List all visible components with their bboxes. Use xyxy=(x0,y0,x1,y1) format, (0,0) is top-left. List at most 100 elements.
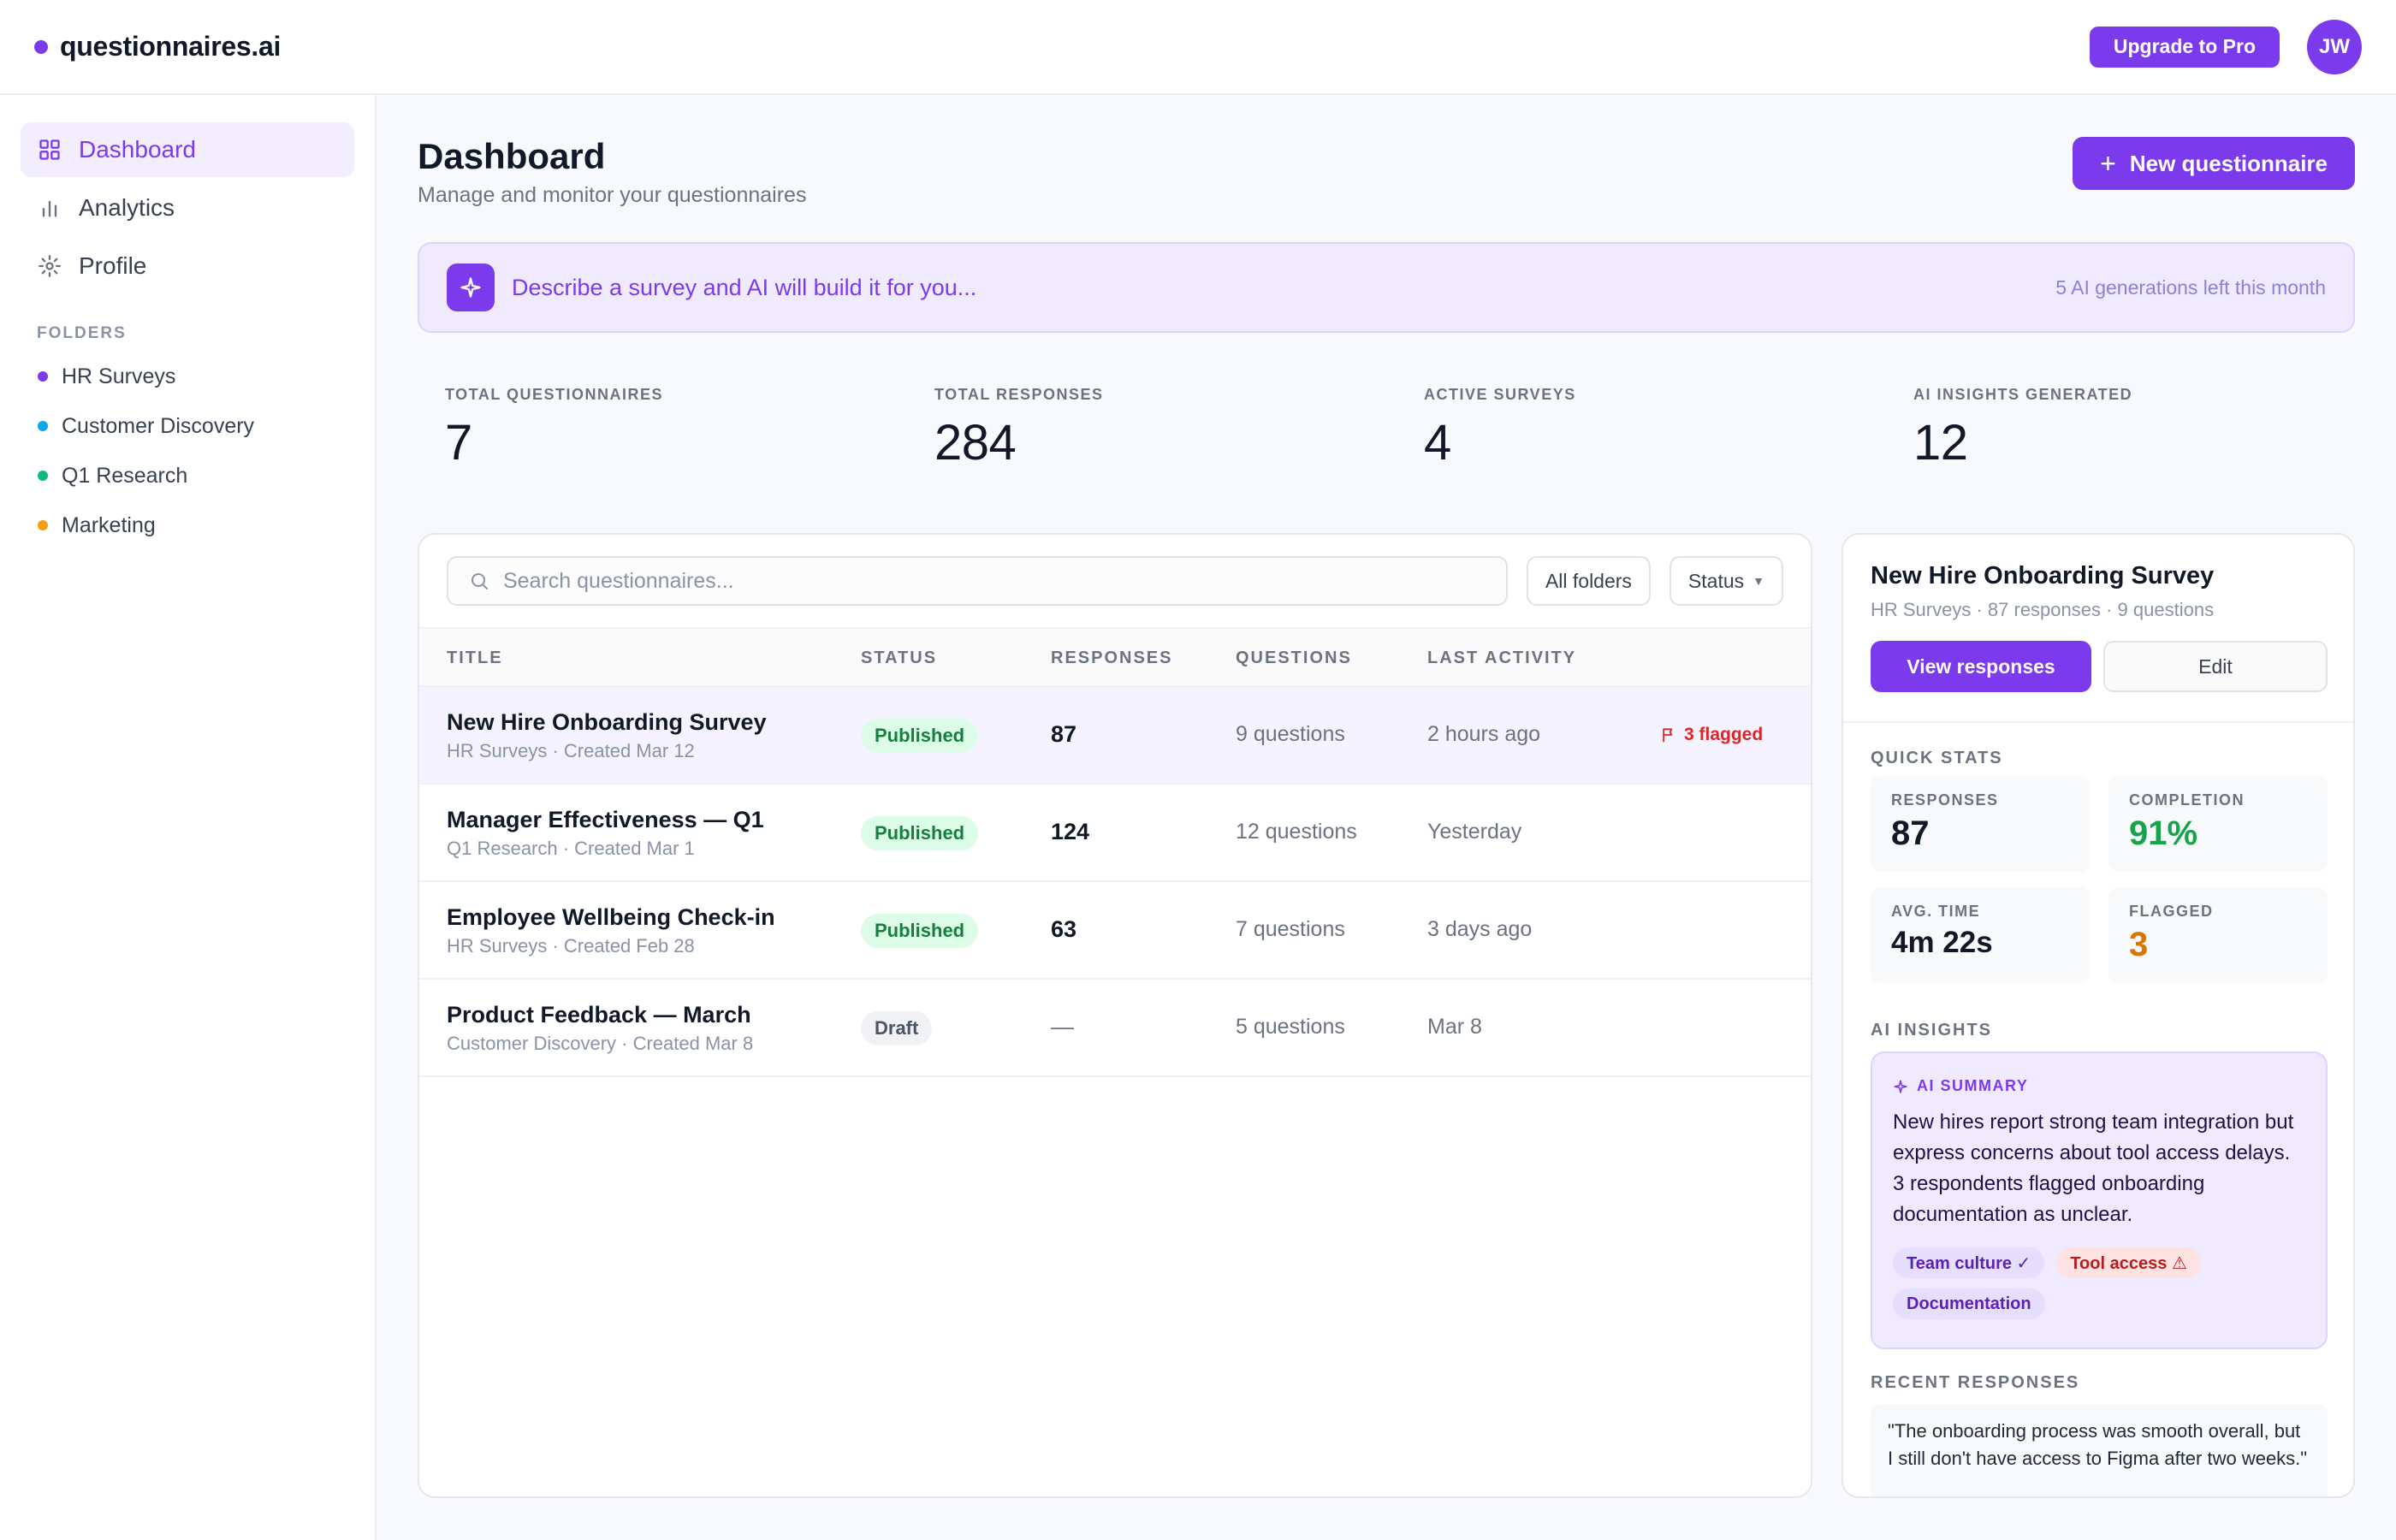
table-row[interactable]: Employee Wellbeing Check-in HR Surveys ·… xyxy=(419,882,1811,980)
brand-name: questionnaires.ai xyxy=(60,31,282,62)
row-last-activity: Mar 8 xyxy=(1427,1015,1482,1039)
folder-filter-label: All folders xyxy=(1545,569,1632,592)
sparkle-icon xyxy=(1894,1079,1907,1093)
row-last-activity: 3 days ago xyxy=(1427,917,1533,941)
quick-stat-completion: COMPLETION 91% xyxy=(2108,776,2328,872)
ai-insights-heading: AI INSIGHTS xyxy=(1871,1021,1993,1040)
sparkle-icon xyxy=(447,264,495,311)
table-header: TITLE STATUS RESPONSES QUESTIONS LAST AC… xyxy=(419,627,1811,687)
search-box[interactable] xyxy=(447,556,1508,606)
folder-color-dot xyxy=(38,371,48,382)
row-meta: Customer Discovery · Created Mar 8 xyxy=(447,1033,754,1054)
stat-total-responses: TOTAL RESPONSES 284 xyxy=(934,386,1104,471)
insight-tag-documentation[interactable]: Documentation xyxy=(1893,1288,2045,1319)
column-header-status[interactable]: STATUS xyxy=(861,649,938,667)
bar-chart-icon xyxy=(38,196,62,220)
sidebar-item-dashboard[interactable]: Dashboard xyxy=(21,122,354,177)
stat-label: AI INSIGHTS GENERATED xyxy=(1913,386,2133,403)
folder-item-marketing[interactable]: Marketing xyxy=(21,500,354,550)
row-responses: 63 xyxy=(1051,916,1077,942)
recent-response-card[interactable]: "The onboarding process was smooth overa… xyxy=(1871,1404,2328,1496)
folder-label: Customer Discovery xyxy=(62,413,255,438)
row-meta: Q1 Research · Created Mar 1 xyxy=(447,838,695,859)
sidebar-item-analytics[interactable]: Analytics xyxy=(21,181,354,235)
row-title: Product Feedback — March xyxy=(447,1002,751,1028)
sidebar-item-profile[interactable]: Profile xyxy=(21,239,354,293)
brand[interactable]: questionnaires.ai xyxy=(34,31,281,62)
quick-stat-value: 3 xyxy=(2129,926,2149,963)
row-last-activity: 2 hours ago xyxy=(1427,722,1541,746)
sidebar-item-label: Dashboard xyxy=(79,136,196,163)
folder-item-q1-research[interactable]: Q1 Research xyxy=(21,451,354,500)
folder-color-dot xyxy=(38,520,48,530)
top-bar: questionnaires.ai Upgrade to Pro JW xyxy=(0,0,2396,95)
avatar[interactable]: JW xyxy=(2307,19,2362,74)
main-content: Dashboard Manage and monitor your questi… xyxy=(418,95,2355,1498)
table-row[interactable]: Product Feedback — March Customer Discov… xyxy=(419,980,1811,1077)
quick-stat-label: RESPONSES xyxy=(1891,791,1999,808)
stat-value: 7 xyxy=(445,415,472,471)
upgrade-button[interactable]: Upgrade to Pro xyxy=(2089,26,2280,68)
stat-label: TOTAL RESPONSES xyxy=(934,386,1104,403)
page-title: Dashboard xyxy=(418,136,606,176)
row-title: Employee Wellbeing Check-in xyxy=(447,904,775,930)
insight-tag-team-culture[interactable]: Team culture ✓ xyxy=(1893,1247,2045,1278)
folder-color-dot xyxy=(38,471,48,481)
row-meta: HR Surveys · Created Mar 12 xyxy=(447,740,695,761)
folder-label: HR Surveys xyxy=(62,364,176,388)
search-input[interactable] xyxy=(503,568,1486,594)
new-questionnaire-label: New questionnaire xyxy=(2129,150,2328,176)
row-questions: 7 questions xyxy=(1236,917,1345,941)
row-title: New Hire Onboarding Survey xyxy=(447,709,767,735)
detail-title: New Hire Onboarding Survey xyxy=(1871,562,2215,589)
status-badge: Published xyxy=(861,816,979,850)
gear-icon xyxy=(38,254,62,278)
quick-stat-value: 91% xyxy=(2129,814,2198,852)
quick-stat-avg-time: AVG. TIME 4m 22s xyxy=(1871,887,2090,983)
quick-stat-label: AVG. TIME xyxy=(1891,903,1981,920)
table-row[interactable]: New Hire Onboarding Survey HR Surveys · … xyxy=(419,687,1811,785)
view-responses-button[interactable]: View responses xyxy=(1871,641,2091,692)
new-questionnaire-button[interactable]: + New questionnaire xyxy=(2073,137,2355,190)
quick-stat-label: COMPLETION xyxy=(2129,791,2245,808)
column-header-title[interactable]: TITLE xyxy=(447,649,503,667)
stat-active-surveys: ACTIVE SURVEYS 4 xyxy=(1424,386,1576,471)
folder-color-dot xyxy=(38,421,48,431)
flagged-label: 3 flagged xyxy=(1684,725,1764,744)
ai-summary-label: AI SUMMARY xyxy=(1917,1077,2029,1094)
edit-button[interactable]: Edit xyxy=(2103,641,2328,692)
quick-stat-flagged: FLAGGED 3 xyxy=(2108,887,2328,983)
row-title: Manager Effectiveness — Q1 xyxy=(447,807,764,832)
stat-value: 12 xyxy=(1913,415,1968,471)
table-toolbar: All folders Status ▼ xyxy=(419,535,1811,627)
sidebar-item-label: Profile xyxy=(79,252,147,279)
quick-stats-heading: QUICK STATS xyxy=(1871,749,2003,767)
insight-tag-tool-access[interactable]: Tool access ⚠ xyxy=(2056,1247,2201,1278)
status-filter-button[interactable]: Status ▼ xyxy=(1669,556,1783,606)
folder-filter-button[interactable]: All folders xyxy=(1526,556,1651,606)
column-header-last-activity[interactable]: LAST ACTIVITY xyxy=(1427,649,1577,667)
stat-value: 4 xyxy=(1424,415,1451,471)
row-last-activity: Yesterday xyxy=(1427,820,1522,844)
ai-prompt-text: Describe a survey and AI will build it f… xyxy=(512,274,977,300)
quick-stat-value: 87 xyxy=(1891,814,1930,852)
folder-item-customer-discovery[interactable]: Customer Discovery xyxy=(21,401,354,451)
folder-item-hr-surveys[interactable]: HR Surveys xyxy=(21,352,354,401)
row-responses: 124 xyxy=(1051,819,1090,844)
table-row[interactable]: Manager Effectiveness — Q1 Q1 Research ·… xyxy=(419,785,1811,882)
row-responses: — xyxy=(1051,1014,1074,1040)
ai-summary-text: New hires report strong team integration… xyxy=(1893,1111,2294,1226)
flagged-indicator[interactable]: 3 flagged xyxy=(1660,725,1763,745)
folders-heading: FOLDERS xyxy=(37,324,127,342)
ai-prompt-bar[interactable]: Describe a survey and AI will build it f… xyxy=(418,242,2355,333)
column-header-questions[interactable]: QUESTIONS xyxy=(1236,649,1352,667)
stat-label: TOTAL QUESTIONNAIRES xyxy=(445,386,664,403)
quick-stat-responses: RESPONSES 87 xyxy=(1871,776,2090,872)
page-subtitle: Manage and monitor your questionnaires xyxy=(418,183,807,207)
column-header-responses[interactable]: RESPONSES xyxy=(1051,649,1173,667)
detail-header: New Hire Onboarding Survey HR Surveys · … xyxy=(1843,535,2353,723)
status-filter-label: Status xyxy=(1687,569,1745,592)
ai-generations-remaining: 5 AI generations left this month xyxy=(2055,275,2326,299)
row-questions: 5 questions xyxy=(1236,1015,1345,1039)
brand-logo-dot xyxy=(34,39,48,54)
